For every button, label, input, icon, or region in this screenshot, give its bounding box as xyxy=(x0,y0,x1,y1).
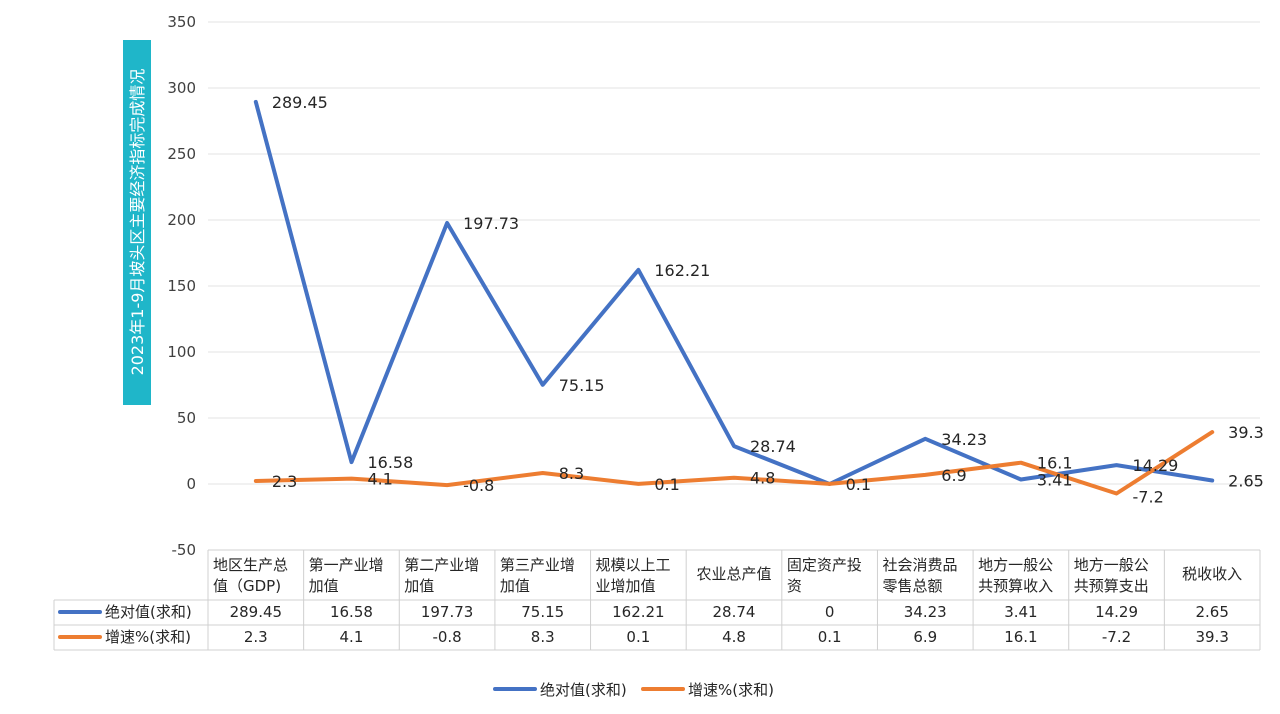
table-cell-value: 14.29 xyxy=(1095,603,1138,621)
table-cell-value: 8.3 xyxy=(531,628,555,646)
table-cell-value: -7.2 xyxy=(1102,628,1131,646)
table-cell-value: 162.21 xyxy=(612,603,665,621)
title-band xyxy=(123,40,151,405)
table-series-name: 绝对值(求和) xyxy=(105,603,192,621)
data-label: 16.1 xyxy=(1037,454,1073,473)
category-label: 共预算支出 xyxy=(1074,577,1149,595)
data-label: 0.1 xyxy=(654,475,679,494)
data-label: -7.2 xyxy=(1133,488,1164,507)
data-label: 34.23 xyxy=(941,430,987,449)
y-tick-label: 50 xyxy=(177,409,196,427)
category-label: 业增加值 xyxy=(596,577,656,595)
data-label: 14.29 xyxy=(1133,456,1179,475)
data-label: 8.3 xyxy=(559,464,584,483)
series-line xyxy=(253,99,1215,486)
table-cell-value: 4.8 xyxy=(722,628,746,646)
chart-title: 2023年1-9月坡头区主要经济指标完成情况 xyxy=(128,69,147,376)
category-label: 第三产业增 xyxy=(500,556,575,574)
table-cell-value: 39.3 xyxy=(1195,628,1228,646)
legend-item-label: 增速%(求和) xyxy=(688,681,774,699)
category-label: 共预算收入 xyxy=(978,577,1053,595)
data-label: 4.8 xyxy=(750,469,775,488)
category-label: 零售总额 xyxy=(882,577,942,595)
category-label: 加值 xyxy=(309,577,339,595)
data-label: 0.1 xyxy=(846,475,871,494)
y-tick-label: 350 xyxy=(167,13,196,31)
table-cell-value: 197.73 xyxy=(421,603,474,621)
category-label: 地区生产总 xyxy=(213,556,288,574)
category-label: 规模以上工 xyxy=(596,556,671,574)
table-cell-value: 0 xyxy=(825,603,835,621)
table-cell-value: 28.74 xyxy=(713,603,756,621)
table-cell-value: 16.1 xyxy=(1004,628,1037,646)
table-cell-value: 16.58 xyxy=(330,603,373,621)
category-label: 地方一般公 xyxy=(1074,556,1149,574)
data-label: 28.74 xyxy=(750,437,796,456)
category-label: 值（GDP) xyxy=(213,577,281,595)
table-cell-value: 289.45 xyxy=(230,603,283,621)
table-cell-value: 0.1 xyxy=(818,628,842,646)
table-cell-value: 4.1 xyxy=(340,628,364,646)
y-tick-label: 0 xyxy=(186,475,196,493)
category-label: 加值 xyxy=(500,577,530,595)
data-label: 4.1 xyxy=(367,470,392,489)
y-tick-label: 250 xyxy=(167,145,196,163)
table-cell-value: 3.41 xyxy=(1004,603,1037,621)
category-label: 第一产业增 xyxy=(309,556,384,574)
table-series-name: 增速%(求和) xyxy=(105,628,191,646)
category-label: 固定资产投 xyxy=(787,556,862,574)
data-label: -0.8 xyxy=(463,476,494,495)
data-label: 75.15 xyxy=(559,376,605,395)
category-label: 资 xyxy=(787,577,802,595)
y-tick-label: 300 xyxy=(167,79,196,97)
data-label: 39.3 xyxy=(1228,423,1264,442)
y-tick-label: 200 xyxy=(167,211,196,229)
category-label: 税收收入 xyxy=(1182,565,1242,583)
category-label: 第二产业增 xyxy=(404,556,479,574)
data-label: 6.9 xyxy=(941,466,966,485)
series-line xyxy=(253,430,1215,496)
legend-item-label: 绝对值(求和) xyxy=(540,681,627,699)
data-label: 16.58 xyxy=(367,453,413,472)
table-cell-value: 2.65 xyxy=(1195,603,1228,621)
table-cell-value: 75.15 xyxy=(521,603,564,621)
data-label: 3.41 xyxy=(1037,470,1073,489)
category-label: 加值 xyxy=(404,577,434,595)
y-tick-label: -50 xyxy=(172,541,197,559)
y-tick-label: 100 xyxy=(167,343,196,361)
table-cell-value: 0.1 xyxy=(626,628,650,646)
category-label: 农业总产值 xyxy=(696,565,771,583)
data-label: 162.21 xyxy=(654,261,710,280)
data-label: 2.3 xyxy=(272,472,297,491)
table-cell-value: 6.9 xyxy=(913,628,937,646)
data-label: 197.73 xyxy=(463,214,519,233)
table-cell-value: 2.3 xyxy=(244,628,268,646)
y-tick-label: 150 xyxy=(167,277,196,295)
table-cell-value: -0.8 xyxy=(432,628,461,646)
data-label: 2.65 xyxy=(1228,472,1264,491)
category-label: 地方一般公 xyxy=(978,556,1053,574)
category-label: 社会消费品 xyxy=(882,556,957,574)
data-label: 289.45 xyxy=(272,93,328,112)
table-cell-value: 34.23 xyxy=(904,603,947,621)
